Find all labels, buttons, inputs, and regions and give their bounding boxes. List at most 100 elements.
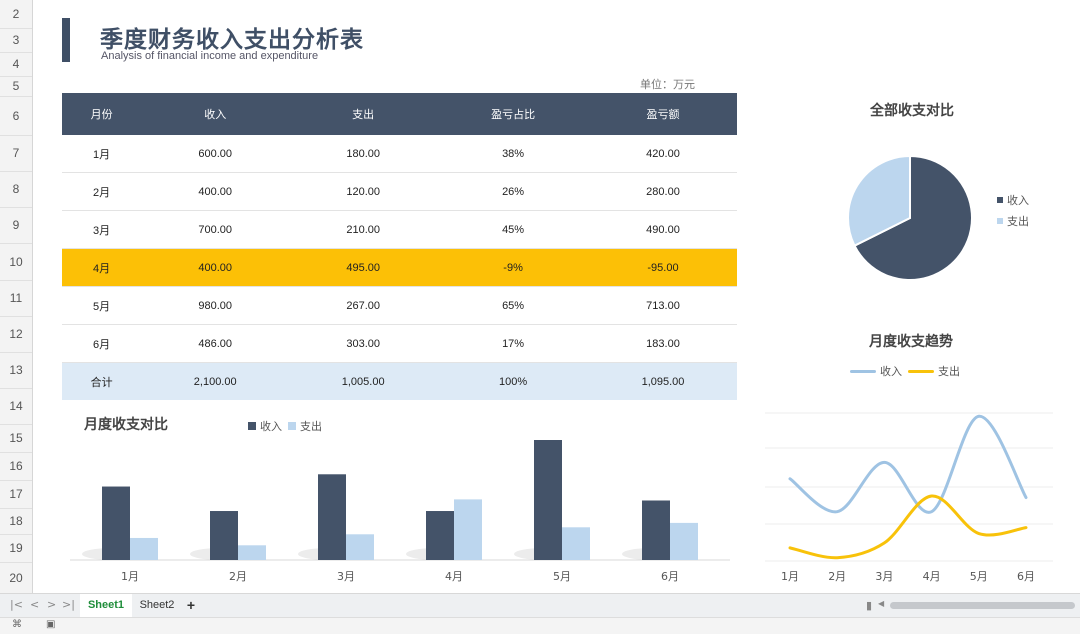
- row-number[interactable]: 4: [12, 57, 20, 71]
- row-number[interactable]: 7: [12, 146, 20, 160]
- row-gridline: [0, 352, 32, 353]
- table-cell[interactable]: 600.00: [141, 135, 290, 173]
- row-number[interactable]: 5: [12, 79, 20, 93]
- total-cell[interactable]: 2,100.00: [141, 362, 290, 400]
- tab-sheet2[interactable]: Sheet2: [139, 599, 175, 611]
- table-cell[interactable]: 700.00: [141, 210, 290, 249]
- bar-category-label: 4月: [445, 570, 463, 583]
- next-sheet-icon[interactable]: >: [47, 598, 57, 611]
- row-number[interactable]: 17: [9, 487, 23, 501]
- page-title: 季度财务收入支出分析表: [100, 27, 364, 53]
- column-header[interactable]: 月份: [62, 93, 142, 135]
- table-cell[interactable]: -9%: [437, 248, 589, 287]
- row-number[interactable]: 11: [9, 291, 23, 305]
- row-number[interactable]: 12: [9, 327, 23, 341]
- row-number[interactable]: 13: [9, 363, 23, 377]
- table-cell[interactable]: 2月: [62, 172, 142, 211]
- row-gridline: [0, 424, 32, 425]
- table-cell[interactable]: 303.00: [289, 324, 438, 363]
- bar-income: [426, 511, 454, 560]
- table-cell[interactable]: 26%: [437, 172, 589, 211]
- column-header[interactable]: 盈亏额: [589, 93, 737, 135]
- table-cell[interactable]: 65%: [437, 286, 589, 325]
- legend-label: 支出: [300, 420, 322, 433]
- row-number[interactable]: 2: [12, 7, 20, 21]
- table-header-row: 月份 收入 支出 盈亏占比 盈亏额: [62, 93, 737, 135]
- row-number[interactable]: 19: [9, 541, 23, 555]
- page-view-icon[interactable]: ▣: [46, 619, 56, 630]
- pie-chart: [847, 154, 973, 281]
- table-cell[interactable]: 980.00: [141, 286, 290, 325]
- row-number[interactable]: 14: [9, 399, 23, 413]
- table-cell[interactable]: 486.00: [141, 324, 290, 363]
- legend-line-yellow: [908, 369, 934, 373]
- row-number[interactable]: 20: [9, 570, 23, 585]
- last-sheet-icon[interactable]: >|: [62, 598, 75, 611]
- bar-legend-income: 收入: [248, 418, 282, 434]
- table-cell[interactable]: 17%: [437, 324, 589, 363]
- scroll-handle-icon[interactable]: ▮: [866, 599, 873, 612]
- legend-label: 收入: [1007, 194, 1029, 207]
- table-cell[interactable]: 180.00: [289, 135, 438, 173]
- column-header[interactable]: 盈亏占比: [437, 93, 589, 135]
- row-number[interactable]: 8: [12, 182, 20, 196]
- line-category-label: 2月: [828, 570, 846, 583]
- bar-income: [534, 440, 562, 560]
- table-cell[interactable]: 210.00: [289, 210, 438, 249]
- table-cell[interactable]: 495.00: [289, 248, 438, 287]
- row-gridline: [0, 388, 32, 389]
- table-cell[interactable]: 45%: [437, 210, 589, 249]
- bar-category-label: 3月: [337, 570, 355, 583]
- table-cell[interactable]: 420.00: [589, 135, 737, 173]
- row-gridline: [0, 171, 32, 172]
- scroll-left-icon[interactable]: ◀: [878, 599, 885, 608]
- table-cell[interactable]: 120.00: [289, 172, 438, 211]
- row-number[interactable]: 16: [9, 459, 23, 473]
- total-cell[interactable]: 100%: [437, 362, 589, 400]
- table-cell[interactable]: 280.00: [589, 172, 737, 211]
- table-cell[interactable]: 400.00: [141, 248, 290, 287]
- row-number[interactable]: 18: [9, 514, 23, 528]
- pie-slice: [853, 154, 973, 281]
- table-cell[interactable]: 400.00: [141, 172, 290, 211]
- table-cell[interactable]: 713.00: [589, 286, 737, 325]
- pie-legend-expense: 支出: [997, 213, 1029, 229]
- table-cell[interactable]: 4月: [62, 248, 142, 287]
- table-cell[interactable]: 3月: [62, 210, 142, 249]
- bar-expense: [670, 522, 698, 560]
- table-cell[interactable]: 6月: [62, 324, 142, 363]
- page-subtitle: Analysis of financial income and expendi…: [101, 50, 319, 62]
- total-cell[interactable]: 1,005.00: [289, 362, 438, 400]
- first-sheet-icon[interactable]: |<: [10, 598, 23, 611]
- sheet-tab-bar: |< < > >| Sheet1 Sheet2 + ▮ ◀: [0, 593, 1080, 619]
- line-series: [788, 494, 1028, 560]
- macro-icon[interactable]: ⌘: [12, 619, 22, 630]
- row-number[interactable]: 6: [12, 108, 20, 123]
- table-row: 6月 486.00 303.00 17% 183.00: [62, 324, 737, 363]
- row-number[interactable]: 9: [12, 218, 20, 232]
- row-number[interactable]: 15: [9, 431, 23, 445]
- add-sheet-button[interactable]: +: [186, 597, 196, 613]
- table-cell[interactable]: 267.00: [289, 286, 438, 325]
- column-header[interactable]: 支出: [289, 93, 438, 135]
- prev-sheet-icon[interactable]: <: [30, 598, 40, 611]
- legend-line-light: [850, 369, 876, 373]
- tab-sheet1[interactable]: Sheet1: [80, 594, 132, 619]
- table-cell[interactable]: 5月: [62, 286, 142, 325]
- table-cell[interactable]: -95.00: [589, 248, 737, 287]
- table-cell[interactable]: 183.00: [589, 324, 737, 363]
- table-cell[interactable]: 1月: [62, 135, 142, 173]
- unit-label: 单位：万元: [640, 78, 695, 91]
- bar-expense: [238, 545, 266, 560]
- bar-expense: [346, 534, 374, 560]
- table-cell[interactable]: 38%: [437, 135, 589, 173]
- bar-income: [642, 500, 670, 560]
- total-cell[interactable]: 合计: [62, 362, 142, 400]
- column-header[interactable]: 收入: [141, 93, 290, 135]
- total-cell[interactable]: 1,095.00: [589, 362, 737, 400]
- row-number[interactable]: 3: [12, 33, 20, 47]
- row-gridline: [0, 243, 32, 244]
- row-number[interactable]: 10: [9, 254, 23, 269]
- table-cell[interactable]: 490.00: [589, 210, 737, 249]
- horizontal-scrollbar[interactable]: [890, 602, 1075, 609]
